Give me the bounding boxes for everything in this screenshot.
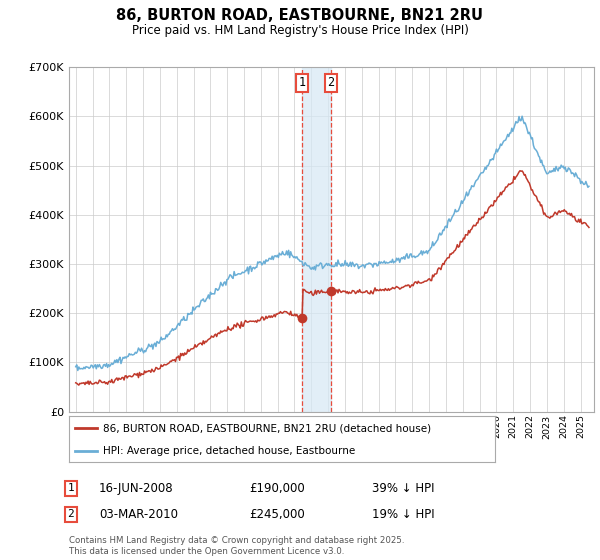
- Text: 16-JUN-2008: 16-JUN-2008: [99, 482, 173, 495]
- Text: 1: 1: [67, 483, 74, 493]
- Text: Contains HM Land Registry data © Crown copyright and database right 2025.
This d: Contains HM Land Registry data © Crown c…: [69, 536, 404, 556]
- Text: 19% ↓ HPI: 19% ↓ HPI: [372, 507, 434, 521]
- Text: HPI: Average price, detached house, Eastbourne: HPI: Average price, detached house, East…: [103, 446, 355, 455]
- Text: 86, BURTON ROAD, EASTBOURNE, BN21 2RU: 86, BURTON ROAD, EASTBOURNE, BN21 2RU: [116, 8, 484, 24]
- Bar: [302, 67, 331, 412]
- Text: 2: 2: [67, 509, 74, 519]
- Text: 2: 2: [328, 76, 335, 89]
- Text: 39% ↓ HPI: 39% ↓ HPI: [372, 482, 434, 495]
- Text: Price paid vs. HM Land Registry's House Price Index (HPI): Price paid vs. HM Land Registry's House …: [131, 24, 469, 36]
- Text: 03-MAR-2010: 03-MAR-2010: [99, 507, 178, 521]
- Text: £245,000: £245,000: [249, 507, 305, 521]
- Text: £190,000: £190,000: [249, 482, 305, 495]
- Text: 86, BURTON ROAD, EASTBOURNE, BN21 2RU (detached house): 86, BURTON ROAD, EASTBOURNE, BN21 2RU (d…: [103, 423, 431, 433]
- Text: 1: 1: [299, 76, 306, 89]
